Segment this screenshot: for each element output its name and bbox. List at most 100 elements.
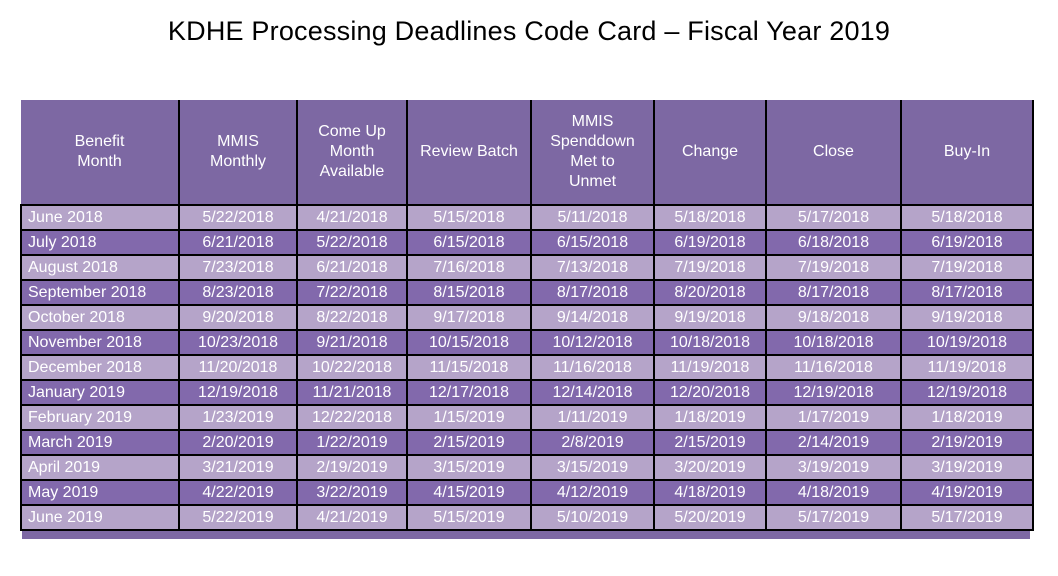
deadline-date-cell: 2/20/2019 <box>178 429 298 456</box>
deadline-date-cell: 11/19/2018 <box>653 354 767 381</box>
deadline-date-cell: 5/22/2018 <box>296 229 408 256</box>
deadline-date-cell: 4/21/2019 <box>296 504 408 531</box>
benefit-month-cell: November 2018 <box>20 329 180 356</box>
table-row: April 2019 3/21/2019 2/19/2019 3/15/2019 3/1… <box>20 454 1034 481</box>
page-title: KDHE Processing Deadlines Code Card – Fi… <box>167 16 891 46</box>
deadline-date-cell: 1/22/2019 <box>296 429 408 456</box>
deadline-date-cell: 8/17/2018 <box>530 279 655 306</box>
deadline-date-cell: 9/18/2018 <box>765 304 902 331</box>
deadline-date-cell: 5/17/2018 <box>765 204 902 231</box>
deadline-date-cell: 10/23/2018 <box>178 329 298 356</box>
column-header-change: Change <box>653 100 767 206</box>
deadline-date-cell: 10/15/2018 <box>406 329 532 356</box>
deadline-date-cell: 3/22/2019 <box>296 479 408 506</box>
deadline-date-cell: 2/19/2019 <box>900 429 1034 456</box>
deadline-date-cell: 6/18/2018 <box>765 229 902 256</box>
deadline-date-cell: 3/19/2019 <box>765 454 902 481</box>
deadline-date-cell: 2/8/2019 <box>530 429 655 456</box>
deadline-date-cell: 6/19/2018 <box>900 229 1034 256</box>
table-bottom-accent-band <box>22 531 1030 539</box>
table-row: October 2018 9/20/2018 8/22/2018 9/17/2018 9… <box>20 304 1034 331</box>
deadline-date-cell: 1/17/2019 <box>765 404 902 431</box>
benefit-month-cell: July 2018 <box>20 229 180 256</box>
table-row: February 2019 1/23/2019 12/22/2018 1/15/201… <box>20 404 1034 431</box>
deadline-date-cell: 5/10/2019 <box>530 504 655 531</box>
benefit-month-cell: June 2018 <box>20 204 180 231</box>
deadline-date-cell: 5/22/2019 <box>178 504 298 531</box>
deadline-date-cell: 5/17/2019 <box>900 504 1034 531</box>
benefit-month-cell: June 2019 <box>20 504 180 531</box>
deadline-date-cell: 5/15/2019 <box>406 504 532 531</box>
benefit-month-cell: January 2019 <box>20 379 180 406</box>
deadline-date-cell: 8/23/2018 <box>178 279 298 306</box>
deadline-date-cell: 6/21/2018 <box>178 229 298 256</box>
deadline-date-cell: 5/18/2018 <box>900 204 1034 231</box>
deadline-date-cell: 12/14/2018 <box>530 379 655 406</box>
deadline-date-cell: 4/18/2019 <box>765 479 902 506</box>
deadline-date-cell: 10/22/2018 <box>296 354 408 381</box>
deadline-date-cell: 5/20/2019 <box>653 504 767 531</box>
deadline-date-cell: 12/19/2018 <box>900 379 1034 406</box>
deadline-date-cell: 10/12/2018 <box>530 329 655 356</box>
deadline-date-cell: 5/17/2019 <box>765 504 902 531</box>
deadline-date-cell: 10/19/2018 <box>900 329 1034 356</box>
deadline-table-body: June 2018 5/22/2018 4/21/2018 5/15/2018 5/11… <box>20 204 1034 531</box>
deadline-date-cell: 3/15/2019 <box>406 454 532 481</box>
table-row: May 2019 4/22/2019 3/22/2019 4/15/2019 4/12/… <box>20 479 1034 506</box>
deadline-date-cell: 11/16/2018 <box>765 354 902 381</box>
deadline-date-cell: 8/17/2018 <box>900 279 1034 306</box>
deadline-date-cell: 11/15/2018 <box>406 354 532 381</box>
deadline-date-cell: 4/22/2019 <box>178 479 298 506</box>
deadline-date-cell: 11/21/2018 <box>296 379 408 406</box>
table-row: July 2018 6/21/2018 5/22/2018 6/15/2018 6/15… <box>20 229 1034 256</box>
deadline-date-cell: 8/22/2018 <box>296 304 408 331</box>
deadline-date-cell: 9/17/2018 <box>406 304 532 331</box>
deadline-date-cell: 10/18/2018 <box>653 329 767 356</box>
table-row: January 2019 12/19/2018 11/21/2018 12/17/20… <box>20 379 1034 406</box>
deadline-date-cell: 1/11/2019 <box>530 404 655 431</box>
deadline-date-cell: 7/22/2018 <box>296 279 408 306</box>
deadline-date-cell: 12/22/2018 <box>296 404 408 431</box>
benefit-month-cell: February 2019 <box>20 404 180 431</box>
deadline-date-cell: 8/17/2018 <box>765 279 902 306</box>
deadline-date-cell: 4/19/2019 <box>900 479 1034 506</box>
deadline-date-cell: 11/20/2018 <box>178 354 298 381</box>
column-header-mmis-spenddown: MMIS Spenddown Met to Unmet <box>530 100 655 206</box>
deadline-date-cell: 9/19/2018 <box>653 304 767 331</box>
benefit-month-cell: March 2019 <box>20 429 180 456</box>
column-header-close: Close <box>765 100 902 206</box>
deadline-date-cell: 12/19/2018 <box>178 379 298 406</box>
deadline-date-cell: 7/16/2018 <box>406 254 532 281</box>
deadline-date-cell: 7/19/2018 <box>900 254 1034 281</box>
deadline-date-cell: 12/19/2018 <box>765 379 902 406</box>
deadlines-table-container: Benefit Month MMIS Monthly Come Up Month… <box>20 100 1034 539</box>
benefit-month-cell: April 2019 <box>20 454 180 481</box>
deadline-date-cell: 9/14/2018 <box>530 304 655 331</box>
deadline-date-cell: 4/12/2019 <box>530 479 655 506</box>
table-row: June 2019 5/22/2019 4/21/2019 5/15/2019 5/10… <box>20 504 1034 531</box>
column-header-come-up-month: Come Up Month Available <box>296 100 408 206</box>
deadline-date-cell: 8/20/2018 <box>653 279 767 306</box>
deadline-date-cell: 7/19/2018 <box>653 254 767 281</box>
deadline-date-cell: 12/17/2018 <box>406 379 532 406</box>
deadline-date-cell: 6/19/2018 <box>653 229 767 256</box>
table-row: November 2018 10/23/2018 9/21/2018 10/15/20… <box>20 329 1034 356</box>
deadline-date-cell: 4/18/2019 <box>653 479 767 506</box>
benefit-month-cell: December 2018 <box>20 354 180 381</box>
column-header-benefit-month: Benefit Month <box>21 100 180 206</box>
deadline-date-cell: 10/18/2018 <box>765 329 902 356</box>
deadline-date-cell: 7/23/2018 <box>178 254 298 281</box>
column-header-mmis-monthly: MMIS Monthly <box>178 100 298 206</box>
deadline-date-cell: 11/16/2018 <box>530 354 655 381</box>
deadline-date-cell: 2/14/2019 <box>765 429 902 456</box>
table-row: December 2018 11/20/2018 10/22/2018 11/15/2… <box>20 354 1034 381</box>
deadline-date-cell: 8/15/2018 <box>406 279 532 306</box>
benefit-month-cell: October 2018 <box>20 304 180 331</box>
deadline-date-cell: 5/15/2018 <box>406 204 532 231</box>
deadline-date-cell: 3/19/2019 <box>900 454 1034 481</box>
deadline-date-cell: 6/15/2018 <box>406 229 532 256</box>
benefit-month-cell: September 2018 <box>20 279 180 306</box>
deadline-date-cell: 5/22/2018 <box>178 204 298 231</box>
deadline-date-cell: 4/21/2018 <box>296 204 408 231</box>
deadline-date-cell: 9/19/2018 <box>900 304 1034 331</box>
